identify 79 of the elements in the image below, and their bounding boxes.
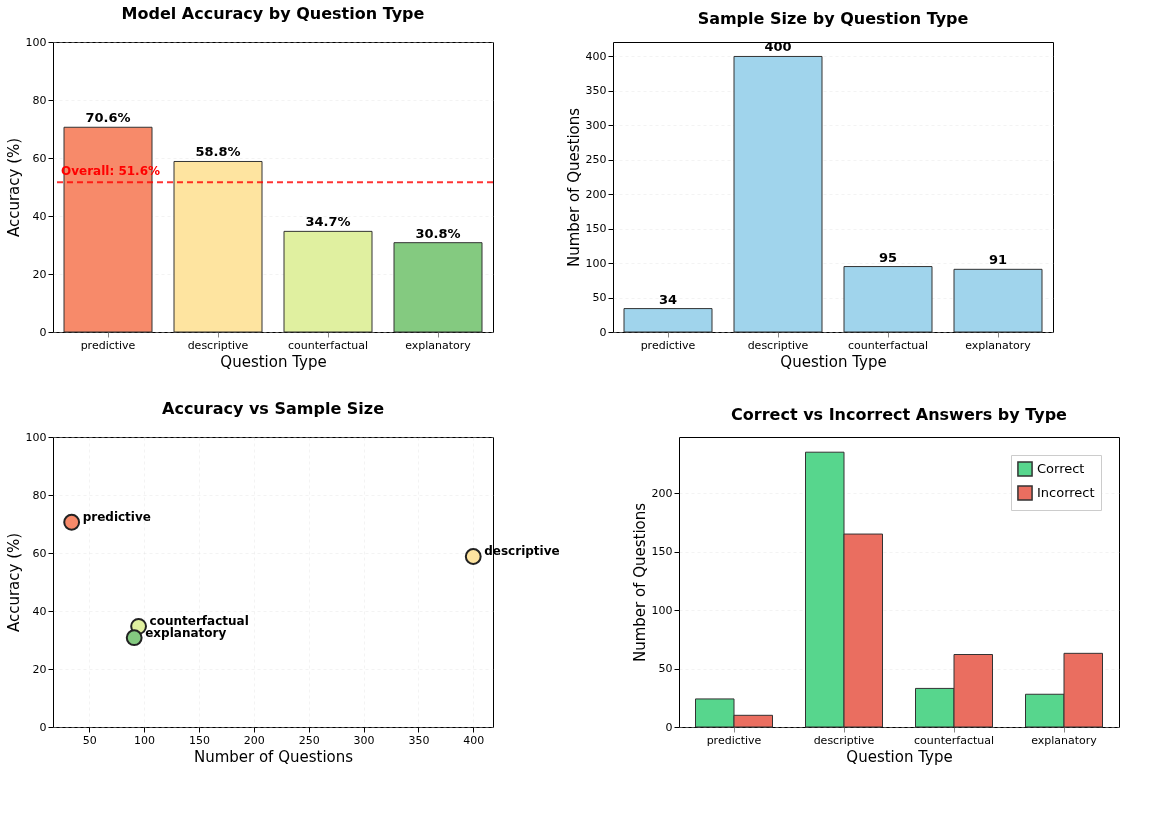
y-tick-label: 80 bbox=[32, 93, 47, 107]
y-axis-title: Accuracy (%) bbox=[4, 137, 23, 238]
bar bbox=[393, 242, 483, 333]
y-tick-label: 100 bbox=[651, 603, 673, 617]
y-tick-label: 350 bbox=[585, 84, 607, 98]
x-axis-title: Number of Questions bbox=[193, 747, 354, 766]
x-axis-title: Question Type bbox=[846, 747, 953, 766]
y-tick-label: 150 bbox=[651, 545, 673, 559]
bar bbox=[623, 308, 713, 333]
chart-title: Accuracy vs Sample Size bbox=[162, 399, 385, 418]
x-tick-label: 50 bbox=[82, 733, 97, 747]
x-tick-label: counterfactual bbox=[847, 338, 929, 352]
y-tick-label: 0 bbox=[599, 325, 607, 339]
y-tick-label: 200 bbox=[585, 187, 607, 201]
y-axis-title: Number of Questions bbox=[630, 502, 649, 663]
x-tick-label: counterfactual bbox=[287, 338, 369, 352]
legend-label: Correct bbox=[1037, 461, 1085, 476]
y-tick-label: 50 bbox=[658, 662, 673, 676]
data-label: 91 bbox=[988, 252, 1008, 268]
y-tick-label: 100 bbox=[25, 35, 47, 49]
y-tick-label: 0 bbox=[665, 720, 673, 734]
y-tick-label: 50 bbox=[592, 291, 607, 305]
y-tick-label: 250 bbox=[585, 153, 607, 167]
x-tick-label: predictive bbox=[640, 338, 696, 352]
y-tick-label: 100 bbox=[585, 256, 607, 270]
annotation: explanatory bbox=[145, 625, 227, 640]
y-tick-label: 80 bbox=[32, 488, 47, 502]
x-tick-label: explanatory bbox=[1031, 733, 1098, 747]
y-tick-label: 20 bbox=[32, 267, 47, 281]
y-tick-label: 300 bbox=[585, 118, 607, 132]
data-label: 70.6% bbox=[85, 110, 131, 126]
x-tick-label: 300 bbox=[353, 733, 375, 747]
x-tick-label: predictive bbox=[80, 338, 136, 352]
data-label: 58.8% bbox=[195, 144, 241, 160]
y-tick-label: 40 bbox=[32, 604, 47, 618]
annotation: predictive bbox=[82, 510, 151, 525]
chart-title: Correct vs Incorrect Answers by Type bbox=[731, 405, 1068, 424]
x-tick-label: 250 bbox=[298, 733, 320, 747]
y-tick-label: 40 bbox=[32, 209, 47, 223]
x-tick-label: descriptive bbox=[747, 338, 809, 352]
x-tick-label: descriptive bbox=[813, 733, 875, 747]
x-tick-label: explanatory bbox=[405, 338, 472, 352]
y-tick-label: 150 bbox=[585, 222, 607, 236]
data-label: 34.7% bbox=[305, 214, 351, 230]
x-axis-title: Question Type bbox=[220, 352, 327, 371]
y-axis-title: Accuracy (%) bbox=[4, 532, 23, 633]
bar bbox=[283, 230, 373, 333]
x-tick-label: explanatory bbox=[965, 338, 1032, 352]
bar bbox=[953, 268, 1043, 333]
y-tick-label: 60 bbox=[32, 151, 47, 165]
data-label: 95 bbox=[878, 249, 898, 265]
x-tick-label: 150 bbox=[188, 733, 210, 747]
point bbox=[464, 548, 482, 565]
y-tick-label: 60 bbox=[32, 546, 47, 560]
y-tick-label: 0 bbox=[39, 720, 47, 734]
point bbox=[63, 513, 81, 531]
bar bbox=[733, 55, 823, 333]
x-tick-label: predictive bbox=[706, 733, 762, 747]
legend-label: Incorrect bbox=[1037, 485, 1095, 500]
bar bbox=[173, 160, 263, 333]
y-axis-title: Number of Questions bbox=[564, 107, 583, 268]
x-tick-label: 350 bbox=[408, 733, 430, 747]
bar bbox=[843, 266, 933, 333]
chart-title: Model Accuracy by Question Type bbox=[121, 4, 425, 23]
x-tick-label: descriptive bbox=[187, 338, 249, 352]
y-tick-label: 400 bbox=[585, 49, 607, 63]
y-tick-label: 200 bbox=[651, 486, 673, 500]
y-tick-label: 100 bbox=[25, 430, 47, 444]
data-label: 30.8% bbox=[415, 225, 461, 241]
data-label: 34 bbox=[658, 291, 678, 307]
x-tick-label: 200 bbox=[243, 733, 265, 747]
chart-title: Sample Size by Question Type bbox=[697, 9, 969, 29]
x-tick-label: counterfactual bbox=[913, 733, 995, 747]
y-tick-label: 20 bbox=[32, 662, 47, 676]
x-tick-label: 100 bbox=[134, 733, 156, 747]
x-axis-title: Question Type bbox=[780, 352, 887, 371]
y-tick-label: 0 bbox=[39, 325, 47, 339]
x-tick-label: 400 bbox=[463, 733, 485, 747]
point bbox=[125, 629, 143, 647]
